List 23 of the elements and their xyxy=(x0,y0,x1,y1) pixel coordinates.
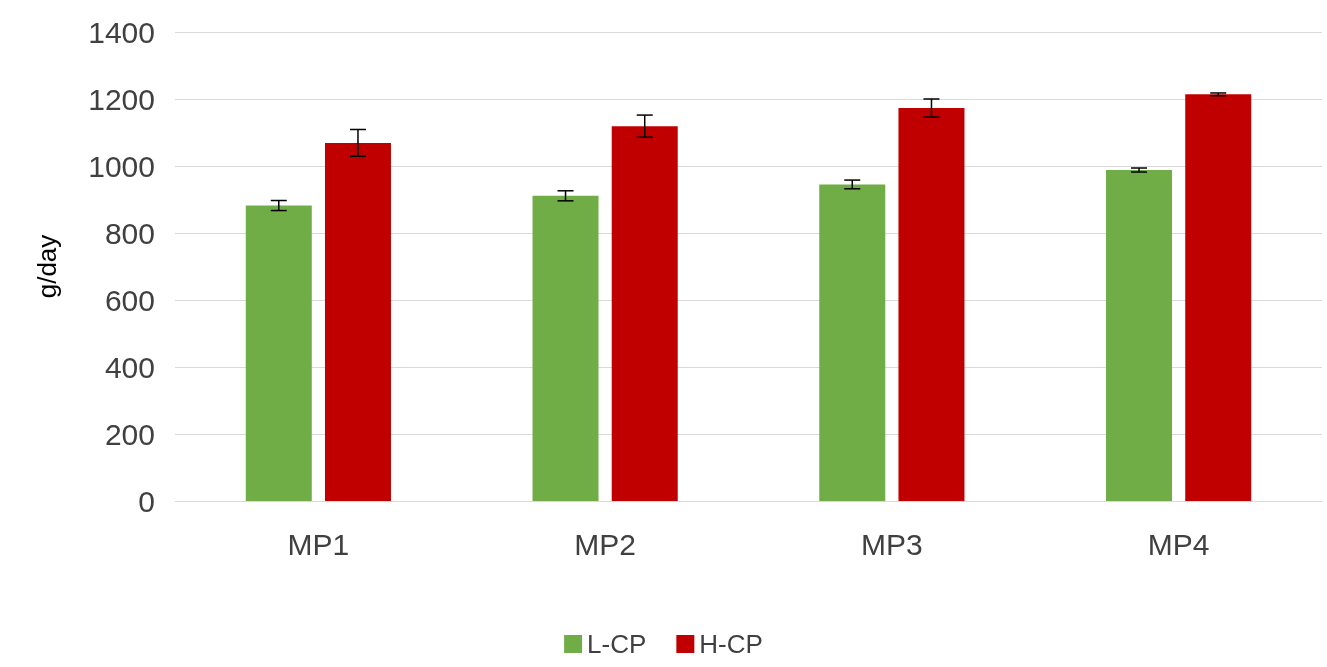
bar xyxy=(324,142,391,501)
y-tick-label: 400 xyxy=(104,350,155,384)
y-tick-label: 0 xyxy=(138,484,155,518)
y-tick-label: 1400 xyxy=(88,15,155,49)
bar xyxy=(1185,94,1252,501)
bar xyxy=(532,195,599,501)
bar xyxy=(898,108,965,501)
y-tick-label: 600 xyxy=(104,283,155,317)
bar xyxy=(611,126,678,501)
legend-label: H-CP xyxy=(699,629,763,659)
y-axis-title: g/day xyxy=(32,234,62,299)
x-tick-label: MP4 xyxy=(1147,527,1210,561)
bar xyxy=(1106,170,1173,501)
bar xyxy=(245,205,312,501)
bar xyxy=(819,184,886,501)
y-tick-label: 800 xyxy=(104,216,155,250)
x-tick-label: MP3 xyxy=(861,527,923,561)
legend-label: L-CP xyxy=(587,629,647,659)
x-tick-label: MP2 xyxy=(574,527,636,561)
y-tick-label: 1200 xyxy=(88,82,155,116)
x-tick-label: MP1 xyxy=(287,527,350,561)
y-tick-label: 200 xyxy=(104,417,155,451)
y-tick-label: 1000 xyxy=(88,149,155,183)
